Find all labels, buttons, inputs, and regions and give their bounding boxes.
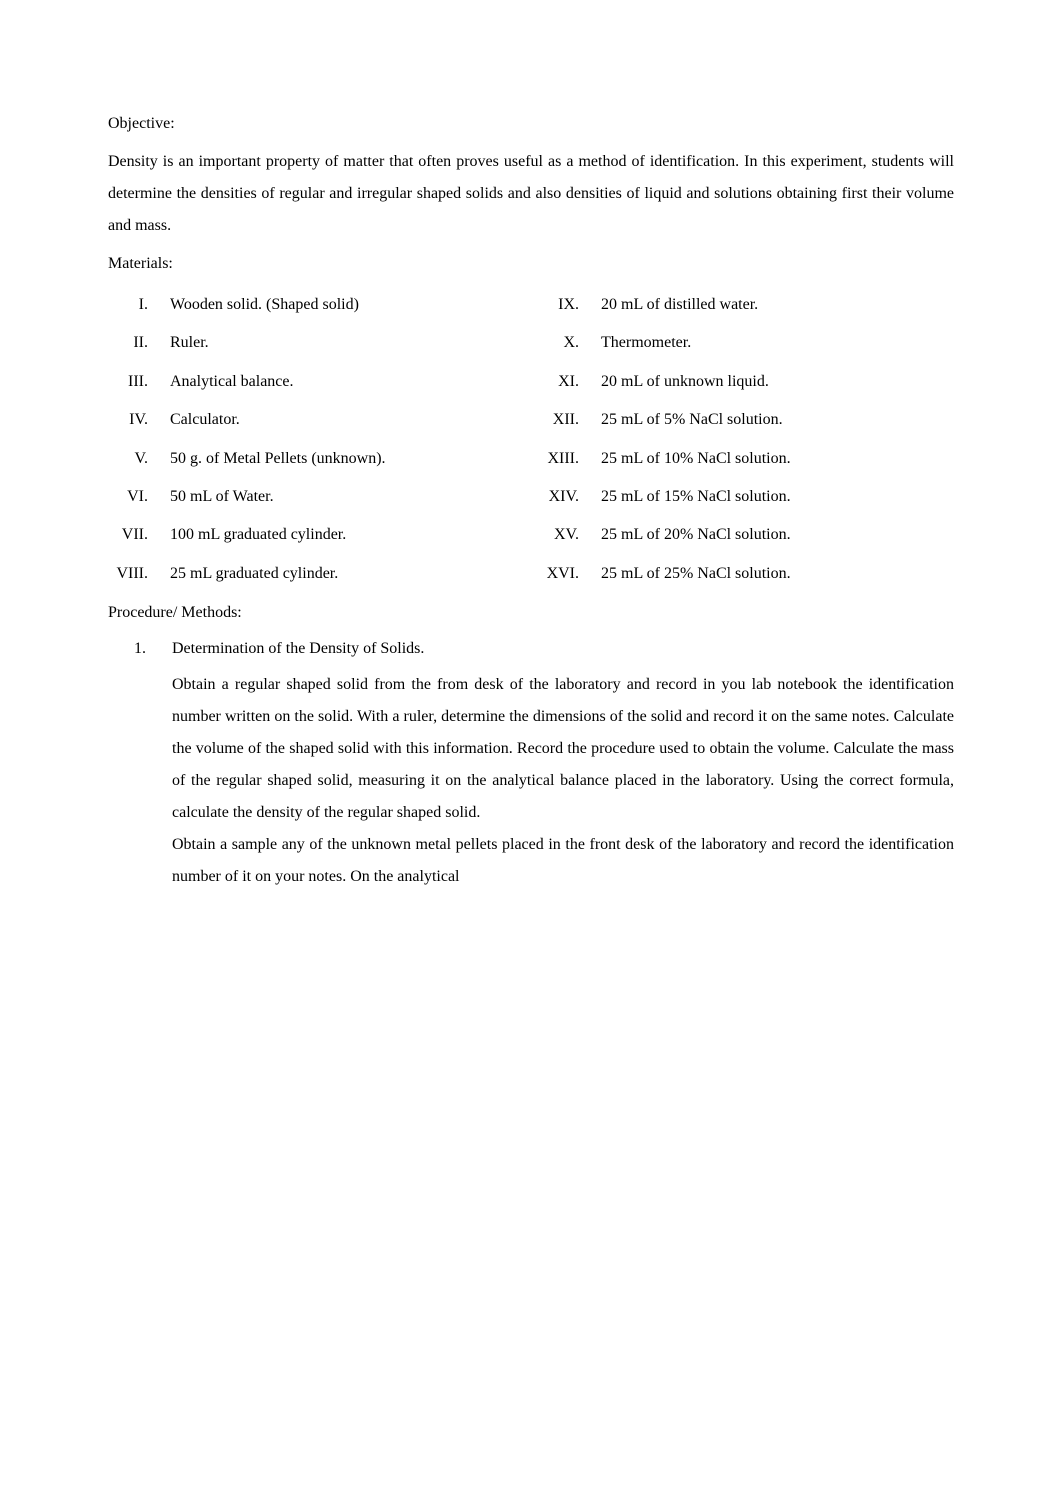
item-number: VIII. [108, 555, 170, 593]
list-item: III. Analytical balance. [108, 363, 531, 401]
item-text: Ruler. [170, 324, 531, 362]
item-text: 20 mL of distilled water. [601, 286, 954, 324]
list-item: XI. 20 mL of unknown liquid. [531, 363, 954, 401]
procedure-item-title: Determination of the Density of Solids. [172, 633, 954, 665]
procedure-item: 1. Determination of the Density of Solid… [108, 633, 954, 893]
objective-label: Objective: [108, 108, 954, 140]
item-text: 50 g. of Metal Pellets (unknown). [170, 440, 531, 478]
item-text: Thermometer. [601, 324, 954, 362]
list-item: VI. 50 mL of Water. [108, 478, 531, 516]
item-number: III. [108, 363, 170, 401]
materials-label: Materials: [108, 248, 954, 280]
item-text: 25 mL of 20% NaCl solution. [601, 516, 954, 554]
list-item: V. 50 g. of Metal Pellets (unknown). [108, 440, 531, 478]
materials-left-column: I. Wooden solid. (Shaped solid) II. Rule… [108, 286, 531, 593]
item-number: XVI. [531, 555, 601, 593]
list-item: IV. Calculator. [108, 401, 531, 439]
procedure-item-body: Determination of the Density of Solids. … [172, 633, 954, 893]
item-text: Analytical balance. [170, 363, 531, 401]
item-number: V. [108, 440, 170, 478]
list-item: VIII. 25 mL graduated cylinder. [108, 555, 531, 593]
objective-text: Density is an important property of matt… [108, 146, 954, 242]
item-text: 25 mL of 5% NaCl solution. [601, 401, 954, 439]
item-text: Wooden solid. (Shaped solid) [170, 286, 531, 324]
item-text: 25 mL graduated cylinder. [170, 555, 531, 593]
procedure-paragraph: Obtain a sample any of the unknown metal… [172, 829, 954, 893]
page: Objective: Density is an important prope… [0, 0, 1062, 1506]
item-number: VII. [108, 516, 170, 554]
list-item: IX. 20 mL of distilled water. [531, 286, 954, 324]
procedure-paragraph: Obtain a regular shaped solid from the f… [172, 669, 954, 829]
item-text: Calculator. [170, 401, 531, 439]
item-number: IX. [531, 286, 601, 324]
materials-list: I. Wooden solid. (Shaped solid) II. Rule… [108, 286, 954, 593]
item-text: 100 mL graduated cylinder. [170, 516, 531, 554]
list-item: II. Ruler. [108, 324, 531, 362]
list-item: XV. 25 mL of 20% NaCl solution. [531, 516, 954, 554]
item-text: 20 mL of unknown liquid. [601, 363, 954, 401]
list-item: VII. 100 mL graduated cylinder. [108, 516, 531, 554]
item-number: XI. [531, 363, 601, 401]
item-text: 50 mL of Water. [170, 478, 531, 516]
item-number: II. [108, 324, 170, 362]
item-number: IV. [108, 401, 170, 439]
list-item: I. Wooden solid. (Shaped solid) [108, 286, 531, 324]
list-item: XIII. 25 mL of 10% NaCl solution. [531, 440, 954, 478]
item-number: XIV. [531, 478, 601, 516]
list-item: X. Thermometer. [531, 324, 954, 362]
list-item: XII. 25 mL of 5% NaCl solution. [531, 401, 954, 439]
procedure-label: Procedure/ Methods: [108, 597, 954, 629]
item-number: X. [531, 324, 601, 362]
item-text: 25 mL of 15% NaCl solution. [601, 478, 954, 516]
materials-right-column: IX. 20 mL of distilled water. X. Thermom… [531, 286, 954, 593]
item-text: 25 mL of 10% NaCl solution. [601, 440, 954, 478]
item-text: 25 mL of 25% NaCl solution. [601, 555, 954, 593]
procedure-item-number: 1. [108, 633, 172, 893]
item-number: XIII. [531, 440, 601, 478]
list-item: XVI. 25 mL of 25% NaCl solution. [531, 555, 954, 593]
item-number: XV. [531, 516, 601, 554]
item-number: XII. [531, 401, 601, 439]
item-number: VI. [108, 478, 170, 516]
item-number: I. [108, 286, 170, 324]
list-item: XIV. 25 mL of 15% NaCl solution. [531, 478, 954, 516]
